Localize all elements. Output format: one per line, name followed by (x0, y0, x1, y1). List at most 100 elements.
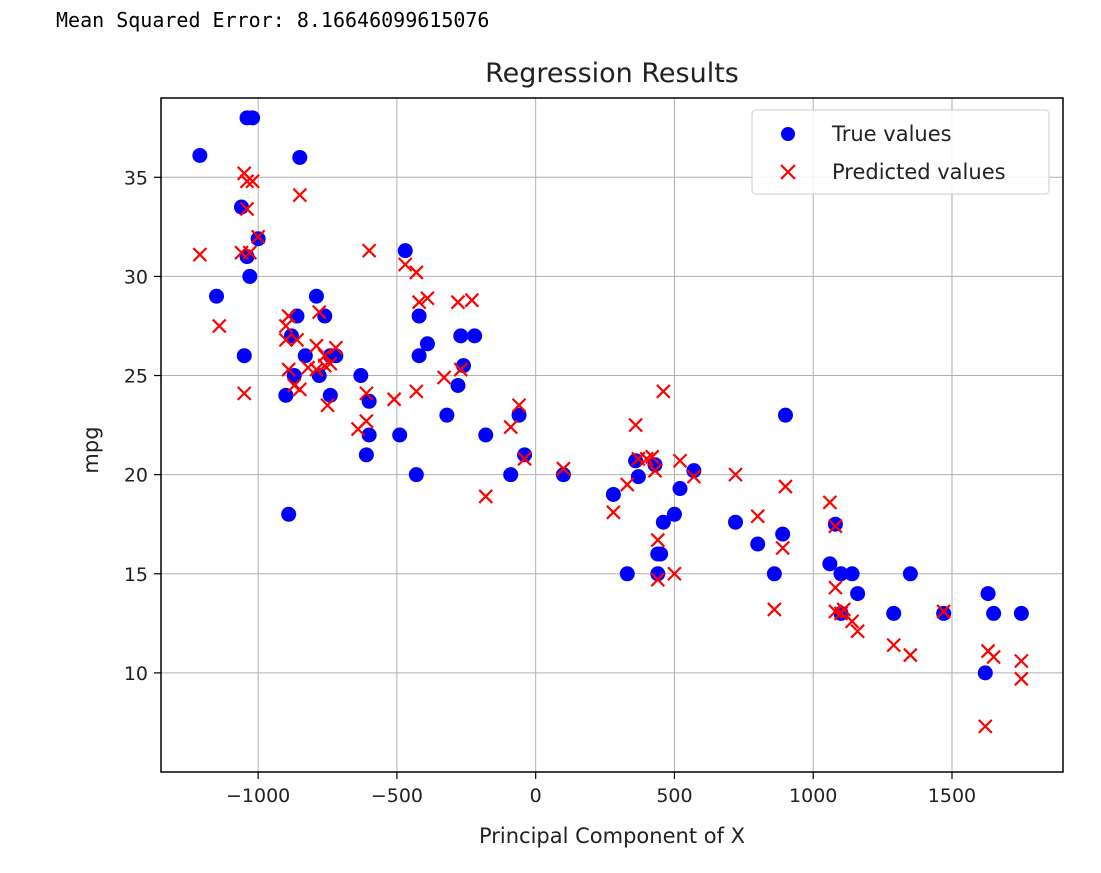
predicted-value-point (647, 463, 663, 478)
true-value-point (408, 467, 424, 483)
predicted-value-point (289, 332, 305, 348)
predicted-value-point (359, 386, 374, 401)
y-tick-label: 20 (124, 465, 148, 487)
predicted-value-point (686, 469, 702, 484)
legend-predicted-values-marker (780, 164, 796, 180)
true-value-point (192, 147, 208, 163)
predicted-value-point (361, 243, 377, 258)
predicted-value-point (672, 453, 688, 469)
true-value-point (902, 566, 918, 582)
predicted-value-point (292, 187, 308, 203)
predicted-value-point (281, 362, 296, 377)
plot-frame (160, 97, 1064, 773)
predicted-value-point (453, 362, 469, 377)
predicted-value-point (309, 338, 324, 354)
predicted-value-point (292, 382, 308, 397)
predicted-value-point (464, 292, 480, 308)
true-value-point (850, 586, 866, 602)
true-value-point (478, 427, 494, 443)
true-value-point (317, 308, 333, 324)
predicted-value-point (420, 290, 435, 306)
legend: True values Predicted values (751, 109, 1050, 195)
true-value-point (775, 526, 791, 542)
predicted-value-point (236, 386, 252, 401)
predicted-value-point (278, 332, 294, 348)
true-value-point (236, 348, 252, 364)
true-value-point (728, 514, 744, 530)
predicted-value-point (478, 489, 493, 504)
true-value-point (511, 407, 527, 423)
predicted-value-point (619, 477, 635, 492)
predicted-value-point (409, 265, 424, 280)
x-tick-label: −1000 (226, 785, 290, 807)
predicted-value-point (650, 572, 666, 587)
true-value-point (292, 149, 308, 165)
predicted-value-point (778, 479, 793, 494)
true-value-point (1013, 605, 1029, 621)
predicted-value-point (359, 413, 374, 429)
predicted-value-point (511, 397, 527, 413)
predicted-value-point (628, 417, 643, 433)
true-value-point (630, 469, 646, 485)
y-tick-label: 25 (124, 366, 148, 388)
true-value-point (439, 407, 455, 423)
predicted-value-point (242, 245, 258, 260)
predicted-value-point (323, 356, 338, 371)
predicted-value-point (411, 294, 427, 310)
true-value-point (397, 243, 413, 259)
legend-true-values-label: True values (831, 122, 952, 146)
predicted-value-point (903, 647, 918, 663)
predicted-value-point (192, 247, 208, 262)
true-value-point (503, 467, 519, 483)
true-value-point (411, 308, 427, 324)
legend-predicted-values-label: Predicted values (832, 160, 1006, 184)
predicted-value-point (822, 495, 838, 510)
true-value-point (936, 605, 952, 621)
legend-box (751, 109, 1050, 195)
true-value-point (844, 566, 860, 582)
predicted-value-point (281, 308, 296, 324)
predicted-value-point (397, 257, 413, 272)
true-value-point (361, 427, 377, 443)
predicted-value-point (656, 384, 671, 399)
true-value-point (517, 447, 533, 463)
true-value-point (450, 377, 466, 393)
true-value-point (283, 328, 299, 344)
predicted-value-point (239, 201, 255, 217)
predicted-value-point (1014, 671, 1029, 687)
y-tick-label: 35 (124, 167, 148, 189)
y-tick-label: 10 (124, 663, 148, 685)
true-value-point (353, 368, 369, 384)
predicted-value-point (667, 566, 682, 582)
y-tick-label: 15 (124, 564, 148, 586)
predicted-value-point (828, 518, 843, 534)
true-value-point (358, 447, 374, 463)
true-value-point (250, 231, 266, 247)
chart-title: Regression Results (485, 58, 739, 89)
true-value-point (655, 514, 671, 530)
predicted-value-point (250, 229, 266, 245)
true-value-point (672, 481, 688, 497)
predicted-value-point (245, 173, 260, 189)
predicted-value-point (978, 719, 993, 734)
y-tick-label: 30 (124, 266, 148, 288)
true-value-point (453, 328, 469, 344)
true-value-point (467, 328, 483, 344)
predicted-value-point (309, 362, 324, 377)
true-value-point (322, 387, 338, 403)
true-value-point (281, 506, 297, 522)
predicted-value-point (450, 294, 466, 310)
true-value-point (278, 387, 294, 403)
predicted-value-point (409, 384, 424, 399)
predicted-value-point (828, 580, 843, 595)
predicted-value-point (986, 649, 1001, 665)
true-value-point (411, 348, 427, 364)
predicted-value-point (386, 392, 402, 407)
true-value-point (827, 516, 843, 532)
predicted-value-point (936, 604, 951, 619)
predicted-value-point (436, 370, 452, 385)
predicted-value-point (767, 602, 782, 617)
true-value-point (297, 348, 313, 364)
true-value-point (886, 605, 902, 621)
true-value-point (308, 288, 324, 304)
